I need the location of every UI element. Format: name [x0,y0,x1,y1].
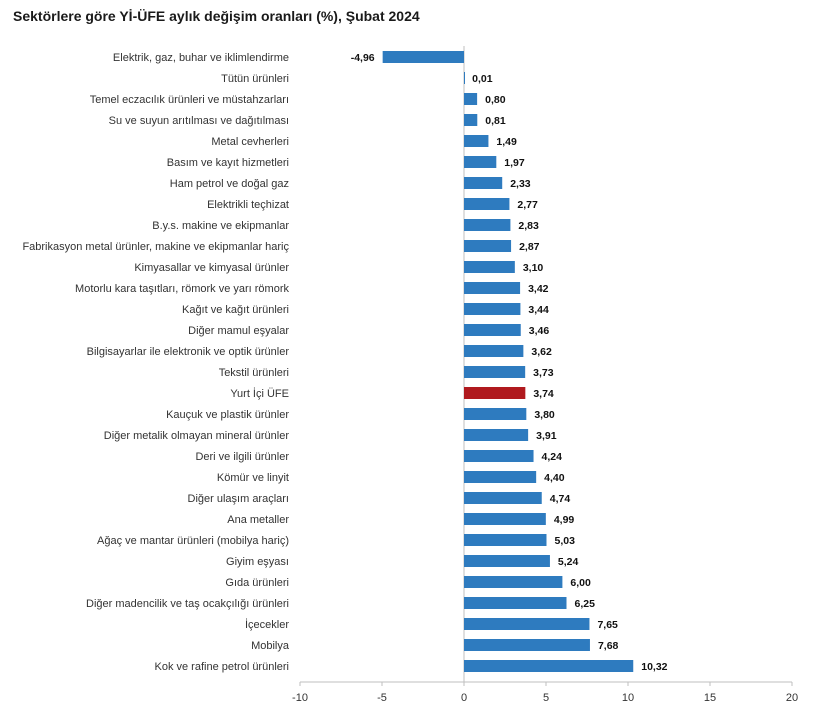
data-label: 2,83 [518,220,539,232]
bar [464,219,511,231]
category-label: B.y.s. makine ve ekipmanlar [152,220,289,232]
data-label: 2,87 [519,241,540,253]
bar [464,450,534,462]
bar [464,72,465,84]
bar [464,576,563,588]
data-label: 4,24 [542,451,563,463]
category-label: Gıda ürünleri [225,577,289,589]
bar [464,471,537,483]
data-label: 5,24 [558,556,579,568]
data-label: 3,80 [534,409,555,421]
category-label: Elektrikli teçhizat [207,199,289,211]
category-label: Fabrikasyon metal ürünler, makine ve eki… [22,241,289,253]
x-tick-label: -5 [377,692,387,704]
x-tick-label: 15 [704,692,716,704]
category-label: İçecekler [245,618,289,631]
bar [464,240,512,252]
bar [464,135,489,147]
category-label: Kauçuk ve plastik ürünler [166,409,289,421]
bar [464,597,567,609]
category-label: Diğer metalik olmayan mineral ürünler [104,430,290,442]
bar [464,156,497,168]
bar [464,93,478,105]
category-label: Diğer ulaşım araçları [188,493,289,505]
bar [464,345,524,357]
data-label: 3,42 [528,283,549,295]
category-label: Tütün ürünleri [221,73,289,85]
category-label: Ham petrol ve doğal gaz [170,178,289,190]
x-tick-label: 5 [543,692,549,704]
x-tick-label: 10 [622,692,634,704]
data-label: 3,44 [528,304,549,316]
category-label: Kömür ve linyit [217,472,289,484]
data-label: 4,99 [554,514,575,526]
bar [382,51,464,63]
bar [464,429,529,441]
category-label: Giyim eşyası [226,556,289,568]
data-label: 4,40 [544,472,565,484]
data-label: 2,77 [517,199,538,211]
category-label: Kimyasallar ve kimyasal ürünler [134,262,289,274]
category-label: Kağıt ve kağıt ürünleri [182,304,289,316]
category-label: Su ve suyun arıtılması ve dağıtılması [109,115,289,127]
bar [464,618,590,630]
category-label: Diğer madencilik ve taş ocakçılığı ürünl… [86,598,289,610]
category-label: Ana metaller [227,514,289,526]
category-label: Deri ve ilgili ürünler [195,451,289,463]
x-tick-label: 20 [786,692,798,704]
category-label: Bilgisayarlar ile elektronik ve optik ür… [87,346,290,358]
data-label: 10,32 [641,661,667,673]
category-label: Tekstil ürünleri [219,367,289,379]
data-label: 7,68 [598,640,619,652]
data-label: 3,74 [533,388,554,400]
bar [464,366,526,378]
data-label: 3,46 [529,325,550,337]
category-label: Ağaç ve mantar ürünleri (mobilya hariç) [97,535,289,547]
category-label: Elektrik, gaz, buhar ve iklimlendirme [113,52,289,64]
bar [464,303,521,315]
data-label: 4,74 [550,493,571,505]
chart-title: Sektörlere göre Yİ-ÜFE aylık değişim ora… [13,8,420,24]
category-label: Diğer mamul eşyalar [188,325,289,337]
data-label: 3,62 [531,346,552,358]
x-tick-label: -10 [292,692,308,704]
bar [464,408,527,420]
data-label: 6,00 [570,577,591,589]
data-label: 0,80 [485,94,506,106]
data-label: 3,73 [533,367,554,379]
data-label: 3,91 [536,430,557,442]
bar [464,324,521,336]
category-label: Metal cevherleri [211,136,289,148]
category-label: Basım ve kayıt hizmetleri [167,157,289,169]
bar [464,513,546,525]
data-label: 1,97 [504,157,525,169]
data-label: 3,10 [523,262,544,274]
data-label: 7,65 [597,619,618,631]
bar [464,198,510,210]
bar [464,282,521,294]
data-label: 0,81 [485,115,506,127]
data-label: -4,96 [351,52,375,64]
data-label: 5,03 [554,535,575,547]
category-label: Temel eczacılık ürünleri ve müstahzarlar… [90,94,289,106]
category-label: Mobilya [251,640,290,652]
bar [464,639,590,651]
category-label: Kok ve rafine petrol ürünleri [154,661,289,673]
bar [464,387,526,399]
category-label: Motorlu kara taşıtları, römork ve yarı r… [75,283,289,295]
bar [464,492,542,504]
bar [464,261,515,273]
data-label: 1,49 [496,136,517,148]
data-label: 6,25 [575,598,596,610]
bar [464,114,478,126]
bar [464,660,634,672]
bar [464,555,550,567]
bar [464,177,503,189]
data-label: 0,01 [472,73,493,85]
category-label: Yurt İçi ÜFE [230,387,289,400]
data-label: 2,33 [510,178,531,190]
x-tick-label: 0 [461,692,467,704]
bar [464,534,547,546]
